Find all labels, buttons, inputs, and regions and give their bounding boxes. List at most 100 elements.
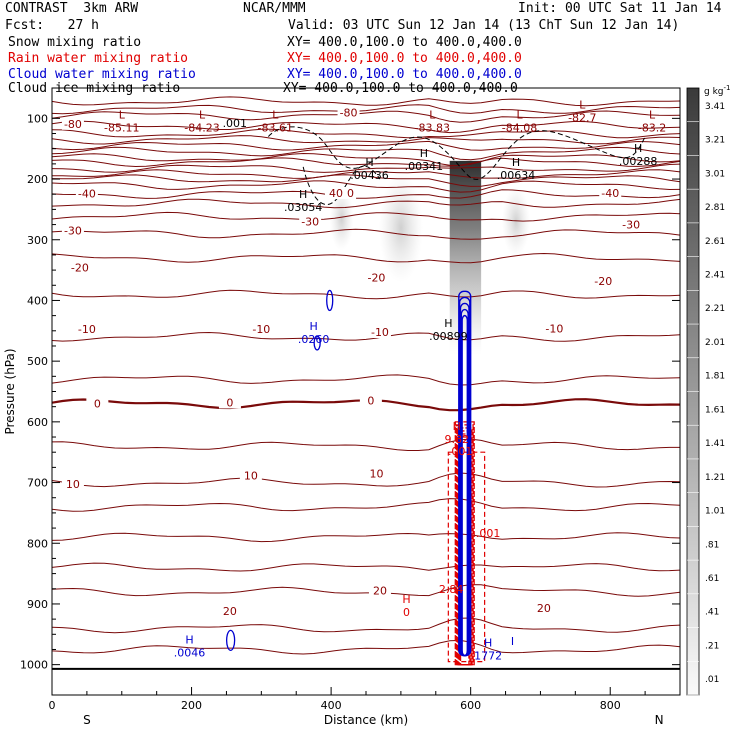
isotherm-label: -10 [252,323,270,336]
extremum-marker: H [402,593,410,606]
colorbar-label: 1.21 [705,473,725,483]
extremum-marker: L [199,109,206,122]
field-snow-xy: XY= 400.0,100.0 to 400.0,400.0 [287,35,522,50]
extremum-value: -84.08 [502,122,537,135]
isotherm-label-bg [543,322,566,335]
isotherm [51,135,681,145]
isotherm [51,252,681,264]
isotherm-label: 10 [369,467,383,480]
y-tick-label: 100 [27,112,48,125]
isotherm [51,104,681,115]
x-tick-label: 200 [181,699,202,712]
isotherm [51,146,681,161]
x-tick-label: 600 [460,699,481,712]
colorbar-label: .61 [705,574,719,584]
isotherm [51,157,681,168]
isotherm [51,498,681,512]
snow-plume-right [502,186,531,257]
isotherm-label: 20 [223,605,237,618]
isotherm [51,438,680,451]
isotherm [51,110,681,123]
isotherm-label: -30 [64,225,82,238]
extremum-value: .03054 [284,201,323,214]
snow-shading [329,160,531,356]
colorbar-label: 2.41 [705,270,725,280]
colorbar-label: 3.21 [705,136,725,146]
isotherm-label-bg [365,271,388,284]
isotherm-label: -20 [367,271,385,284]
extremum-value: .00436 [350,169,389,182]
isotherm-label-bg [218,605,241,618]
y-tick-label: 600 [27,416,48,429]
colorbar-label: 2.21 [705,304,725,314]
forecast-hour: Fcst: 27 h [5,18,99,33]
colorbar-label: 2.61 [705,237,725,247]
extremum-value: -83.83 [415,122,450,135]
y-tick-label: 900 [27,598,48,611]
colorbar-label: 3.41 [705,102,725,112]
y-tick-label: 1000 [20,659,48,672]
rain-contour [454,421,475,666]
colorbar-unit: g kg-1 [704,84,730,97]
isotherm-label: 0 [94,398,101,411]
isotherm-label: 10 [244,469,258,482]
x-tick-label: 0 [49,699,56,712]
isotherm-label-bg [359,394,382,407]
extremum-marker: L [272,109,279,122]
isotherm-label-bg [592,275,615,288]
isotherm-label: -30 [301,216,319,229]
isotherm-label-bg [299,215,322,228]
isotherm-label: 10 [66,478,80,491]
field-cloudwater-name: Cloud water mixing ratio [8,67,196,82]
colorbar-label: 2.81 [705,203,725,213]
isotherm-label-bg [68,261,91,274]
extremum-value: -84.23 [184,122,219,135]
contour-value-label: .001 [476,527,501,540]
isotherm-label: 0 [367,395,374,408]
colorbar-label: 2.01 [705,338,725,348]
isotherm [51,163,681,173]
isotherm [51,152,681,167]
isotherm-label-bg [532,602,555,615]
extremum-marker: H [185,634,193,647]
isotherm [51,96,681,107]
isotherm [51,120,681,134]
isotherm [51,472,681,488]
org-label: NCAR/MMM [243,1,306,16]
extremum-value: -85.11 [104,122,139,135]
isotherm-label-bg [250,322,273,335]
isotherm-label-bg [365,467,388,480]
init-time: Init: 00 UTC Sat 11 Jan 14 [518,1,722,16]
cloud-ice-contour-upper [267,126,646,180]
isotherm-label: 40 [329,187,343,200]
temperature-contours [51,96,681,655]
isotherm-label: 0 [226,396,233,409]
extremum-marker: H [310,320,318,333]
isotherm-label: 20 [537,602,551,615]
contour-value-label: 2.84 [439,583,464,596]
isotherm-label-bg [218,396,241,409]
isotherm [51,289,681,300]
contour-value-label: .001 [448,445,473,458]
isotherm [51,532,681,543]
field-rain-name: Rain water mixing ratio [8,51,189,66]
cloud-water-small-mid [313,335,321,351]
isotherm-label-bg [368,326,391,339]
isotherm-label: -10 [78,323,96,336]
extremum-marker: H [512,156,520,169]
isotherm-label: -80 [340,106,358,119]
isotherm [51,140,681,151]
extremum-marker: L [649,109,656,122]
extremum-marker: H [634,142,642,155]
extremum-value: 9.82 [444,433,469,446]
extremum-value: -83.2 [638,122,666,135]
isotherm [51,180,681,193]
extremum-marker: H [484,637,492,650]
extremum-marker: L [429,109,436,122]
storm-column [225,289,486,666]
colorbar-label: .21 [705,641,719,651]
isotherm [51,617,681,634]
colorbar-label: 1.01 [705,507,725,517]
isotherm [52,169,681,179]
